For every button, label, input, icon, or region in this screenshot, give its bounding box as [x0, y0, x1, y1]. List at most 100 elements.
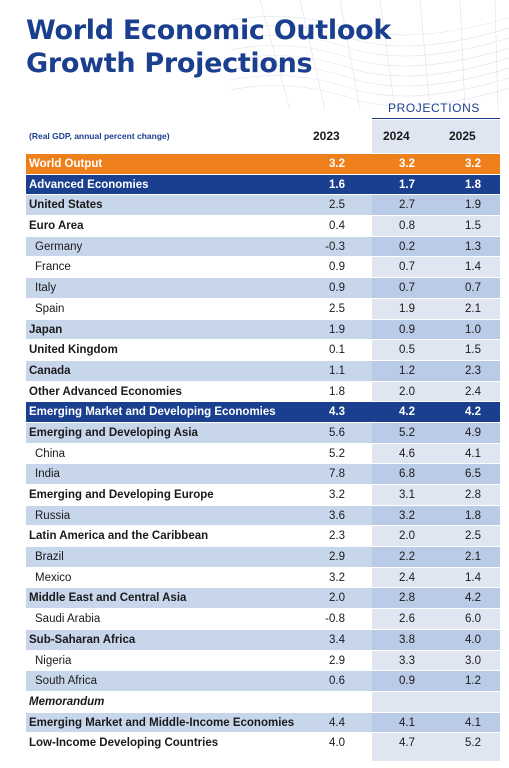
value-2025: 6.5 [465, 468, 481, 481]
row-background [26, 650, 372, 671]
row-background [26, 216, 372, 236]
value-2024: 0.5 [399, 344, 415, 357]
value-2025: 3.2 [465, 158, 481, 170]
table-row: South Africa 0.6 0.9 1.2 [26, 670, 500, 691]
value-2023: 2.9 [329, 551, 345, 564]
value-2024: 1.7 [399, 178, 415, 191]
value-2024: 4.7 [399, 737, 415, 750]
row-label: Emerging Market and Developing Economies [29, 406, 276, 419]
table-row: Emerging Market and Middle-Income Econom… [26, 711, 500, 733]
table-subheading: (Real GDP, annual percent change) [29, 131, 170, 141]
value-2023: 2.5 [329, 199, 345, 212]
row-background [26, 526, 372, 547]
row-shade-projection [372, 278, 500, 298]
value-2024: 4.6 [399, 447, 415, 460]
value-2024: 4.2 [399, 406, 415, 419]
value-2025: 2.1 [465, 302, 481, 315]
table-row: Russia 3.6 3.2 1.8 [26, 504, 500, 526]
value-2025: 0.7 [465, 282, 481, 295]
row-background [26, 691, 372, 712]
value-2024: 4.1 [399, 716, 415, 729]
table-row: United States 2.5 2.7 1.9 [26, 194, 500, 216]
value-2024: 3.2 [399, 509, 415, 522]
title-line-1: World Economic Outlook [26, 15, 392, 46]
table-row: Italy 0.9 0.7 0.7 [26, 277, 500, 298]
row-shade-projection [372, 236, 500, 257]
value-2023: -0.8 [325, 613, 345, 626]
value-2023: 3.4 [329, 633, 345, 646]
title-line-2: Growth Projections [26, 48, 313, 79]
row-shade-projection [372, 195, 500, 216]
row-label: United States [29, 199, 103, 212]
value-2025: 1.2 [465, 675, 481, 688]
row-shade-projection [372, 422, 500, 443]
table-row: Sub-Saharan Africa 3.4 3.8 4.0 [26, 628, 500, 650]
table-row: Mexico 3.2 2.4 1.4 [26, 566, 500, 588]
value-2025: 4.1 [465, 716, 481, 729]
value-2025: 1.0 [465, 323, 481, 336]
value-2025: 1.9 [465, 199, 481, 212]
value-2024: 2.4 [399, 571, 415, 584]
wave-pattern-background [230, 0, 509, 110]
value-2024: 0.8 [399, 220, 415, 233]
row-label: Emerging and Developing Europe [29, 489, 214, 501]
year-header-2025: 2025 [449, 129, 476, 143]
value-2025: 2.8 [465, 489, 481, 501]
table-row: Nigeria 2.9 3.3 3.0 [26, 649, 500, 671]
value-2024: 2.6 [399, 613, 415, 626]
table-row: Emerging Market and Developing Economies… [26, 401, 500, 422]
value-2023: 0.6 [329, 675, 345, 688]
row-label: Japan [29, 323, 63, 336]
projections-label: PROJECTIONS [388, 101, 480, 115]
year-header-2023: 2023 [313, 129, 340, 143]
page-title: World Economic Outlook Growth Projection… [26, 14, 391, 80]
value-2024: 3.1 [399, 489, 415, 501]
row-label: Russia [35, 509, 71, 522]
value-2023: 2.0 [329, 592, 345, 605]
row-background [26, 381, 372, 402]
value-2024: 2.2 [399, 551, 415, 564]
value-2024: 0.9 [399, 323, 415, 336]
row-label: Other Advanced Economies [29, 385, 182, 398]
row-label: Advanced Economies [29, 178, 149, 191]
value-2025: 2.5 [465, 530, 481, 543]
row-background [26, 257, 372, 278]
growth-table: World Output 3.2 3.2 3.2 Advanced Economies 1… [26, 153, 500, 753]
value-2024: 2.0 [399, 530, 415, 543]
value-2023: 4.0 [329, 737, 345, 750]
value-2024: 3.8 [399, 633, 415, 646]
row-label: Germany [35, 240, 83, 253]
value-2023: 2.3 [329, 530, 345, 543]
value-2023: 3.2 [329, 158, 345, 170]
row-label: Mexico [35, 571, 72, 584]
value-2025: 4.9 [465, 426, 481, 439]
value-2023: 3.2 [329, 571, 345, 584]
value-2024: 0.9 [399, 675, 415, 688]
table-row: Brazil 2.9 2.2 2.1 [26, 546, 500, 567]
row-shade-projection [372, 547, 500, 567]
table-row: France 0.9 0.7 1.4 [26, 256, 500, 278]
value-2025: 2.3 [465, 364, 481, 377]
table-row: Japan 1.9 0.9 1.0 [26, 318, 500, 340]
value-2023: 0.1 [329, 344, 345, 357]
row-background [26, 298, 372, 319]
value-2023: 2.9 [329, 654, 345, 667]
row-label: France [35, 261, 71, 274]
table-row: Emerging and Developing Europe 3.2 3.1 2.8 [26, 484, 500, 505]
row-background [26, 340, 372, 360]
row-label: Italy [35, 282, 57, 295]
value-2025: 4.1 [465, 447, 481, 460]
table-row: United Kingdom 0.1 0.5 1.5 [26, 339, 500, 360]
value-2025: 1.4 [465, 571, 481, 584]
value-2025: 1.4 [465, 261, 481, 274]
table-row: Memorandum [26, 690, 500, 712]
row-background [26, 443, 372, 464]
table-row: India 7.8 6.8 6.5 [26, 463, 500, 484]
row-shade-projection [372, 588, 500, 609]
table-row: Low-Income Developing Countries 4.0 4.7 5.2 [26, 732, 500, 753]
value-2023: 0.4 [329, 220, 345, 233]
table-row: Latin America and the Caribbean 2.3 2.0 2.5 [26, 525, 500, 547]
value-2023: 1.6 [329, 178, 345, 191]
value-2024: 1.9 [399, 302, 415, 315]
